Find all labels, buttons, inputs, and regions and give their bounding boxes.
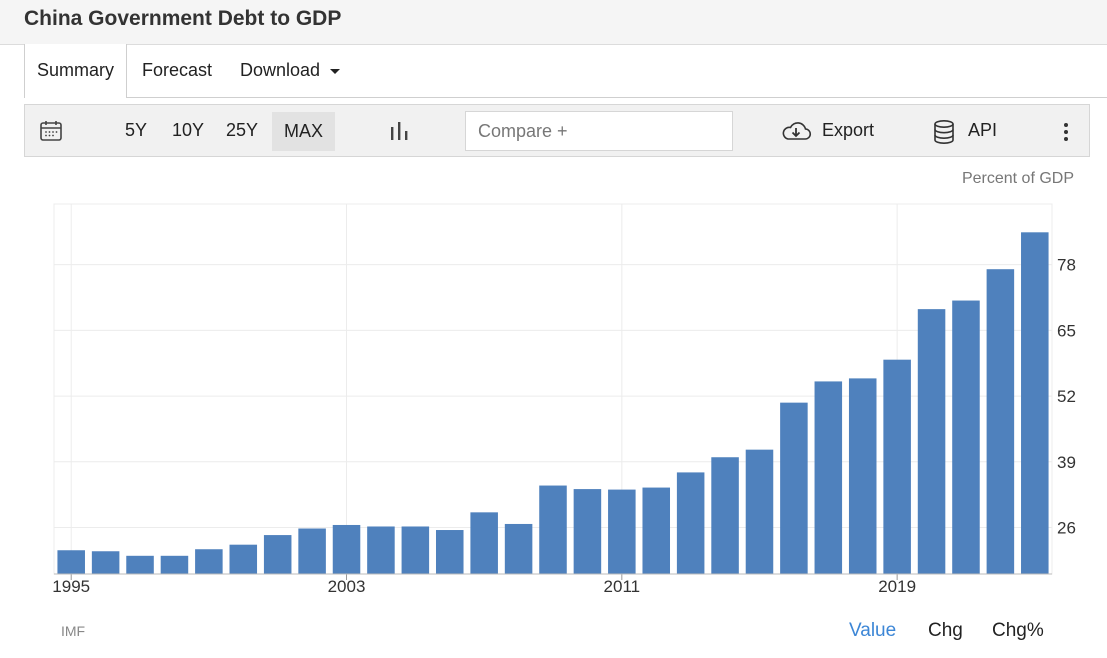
range-5y[interactable]: 5Y [124,120,148,140]
bar-2021[interactable] [952,300,980,574]
bar-1997[interactable] [126,555,154,574]
page-title: China Government Debt to GDP [24,7,342,30]
bar-2023[interactable] [1021,232,1049,574]
bar-2009[interactable] [539,485,567,574]
range-max[interactable]: MAX [272,112,335,151]
api-button[interactable]: API [968,120,998,140]
bar-2010[interactable] [573,489,602,574]
chart-area: Percent of GDP 26 39 52 65 78 1995 2003 2011 20… [24,158,1090,658]
x-tick-label: 2011 [604,577,641,596]
bar-2006[interactable] [435,530,464,574]
bar-2007[interactable] [470,512,498,574]
bar-2005[interactable] [401,526,430,574]
mode-chg[interactable]: Chg [928,620,963,641]
y-tick-label: 78 [1057,256,1076,275]
calendar-icon[interactable] [39,119,63,143]
x-tick-label: 2003 [328,577,366,596]
caret-down-icon [330,68,341,74]
bar-1998[interactable] [160,555,189,574]
bar-2022[interactable] [986,269,1015,574]
y-tick-label: 26 [1057,518,1076,537]
x-tick-label: 1995 [52,577,90,596]
bar-2008[interactable] [504,523,533,574]
cloud-download-icon [782,122,812,140]
bar-1999[interactable] [195,549,223,574]
bar-2015[interactable] [745,449,774,574]
bar-2000[interactable] [229,544,258,574]
source-label: IMF [61,623,86,639]
bar-chart-icon[interactable] [389,120,411,142]
bar-2017[interactable] [814,381,843,574]
bar-2004[interactable] [367,526,395,574]
y-tick-label: 39 [1057,453,1076,472]
x-tick-label: 2019 [878,577,916,596]
range-25y[interactable]: 25Y [225,120,259,140]
tab-bar: Summary Forecast Download [24,44,1107,98]
bar-2016[interactable] [780,402,808,574]
bar-2001[interactable] [263,535,292,574]
tab-download-label: Download [240,60,321,80]
chart-toolbar: 5Y 10Y 25Y MAX Export API [24,104,1090,157]
range-10y[interactable]: 10Y [171,120,205,140]
bar-2003[interactable] [332,524,361,574]
bar-2013[interactable] [676,472,705,574]
bar-2011[interactable] [608,489,636,574]
mode-chg-percent[interactable]: Chg% [992,620,1044,641]
y-axis-ticks: 26 39 52 65 78 [1057,256,1076,538]
bar-2014[interactable] [711,457,739,574]
y-tick-label: 52 [1057,387,1076,406]
bar-1995[interactable] [57,550,85,574]
bar-chart: 26 39 52 65 78 1995 2003 2011 2019 [52,203,1076,596]
bar-2002[interactable] [298,528,326,574]
unit-label: Percent of GDP [961,170,1074,187]
export-button[interactable]: Export [822,120,875,140]
bar-1996[interactable] [91,551,120,574]
compare-input[interactable] [465,111,733,151]
database-icon [934,119,954,144]
x-axis-ticks: 1995 2003 2011 2019 [52,573,1052,596]
bar-2019[interactable] [883,359,911,574]
title-bar: China Government Debt to GDP [0,0,1107,45]
bar-series [57,232,1049,574]
bar-2020[interactable] [917,309,946,574]
tab-forecast[interactable]: Forecast [142,60,213,80]
bar-2012[interactable] [642,487,671,574]
tab-summary[interactable]: Summary [24,44,128,98]
bar-2018[interactable] [848,378,877,574]
tab-download[interactable]: Download [240,44,341,97]
more-vertical-icon[interactable] [1059,121,1073,143]
y-tick-label: 65 [1057,321,1076,340]
mode-value[interactable]: Value [849,620,897,641]
